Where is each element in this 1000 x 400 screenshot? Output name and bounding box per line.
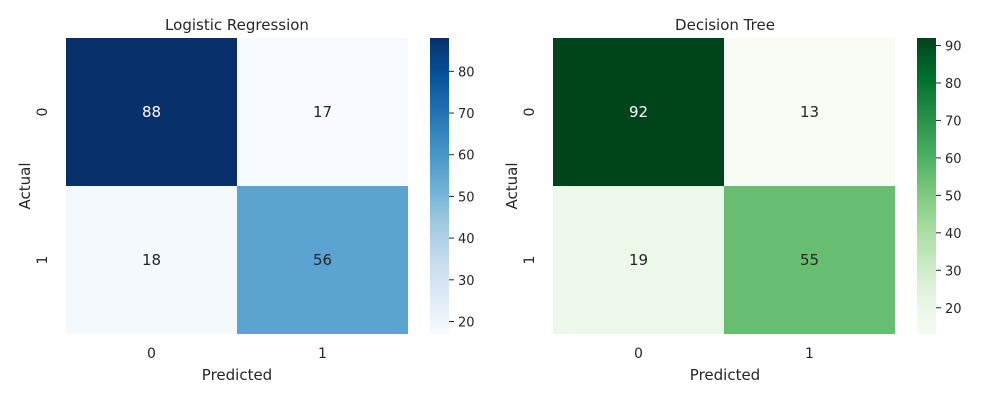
colorbar-tick-label: 60 <box>945 152 962 167</box>
colorbar-tick-label: 50 <box>945 189 962 204</box>
heatmap-cells: 88 17 18 56 <box>66 38 408 334</box>
y-tick-label: 0 <box>522 108 538 117</box>
colorbar-tick-label: 30 <box>458 274 475 289</box>
cell-value-label: 92 <box>629 103 648 121</box>
y-axis-label: Actual <box>16 163 34 210</box>
colorbar-tick-label: 70 <box>945 114 962 129</box>
cell-value-label: 55 <box>800 251 819 269</box>
x-tick-label: 1 <box>805 346 814 362</box>
y-tick-label: 0 <box>35 108 51 117</box>
chart-title: Decision Tree <box>675 16 775 34</box>
colorbar-tick-label: 40 <box>458 232 475 247</box>
heatmap-cell <box>553 186 724 334</box>
colorbar-tick-label: 20 <box>458 315 475 330</box>
heatmap-cells: 92 13 19 55 <box>553 38 895 334</box>
x-tick-label: 0 <box>147 346 156 362</box>
colorbar-ticks: 20 30 40 50 60 70 80 <box>449 65 475 330</box>
y-tick-label: 1 <box>35 256 51 265</box>
cell-value-label: 19 <box>629 251 648 269</box>
colorbar-tick-label: 50 <box>458 190 475 205</box>
colorbar <box>430 38 449 334</box>
y-axis-label: Actual <box>503 163 521 210</box>
x-axis-label: Predicted <box>690 366 760 384</box>
chart-title: Logistic Regression <box>165 16 309 34</box>
heatmap-cell <box>66 38 237 186</box>
cell-value-label: 18 <box>142 251 161 269</box>
colorbar-tick-label: 30 <box>945 264 962 279</box>
cell-value-label: 56 <box>313 251 332 269</box>
heatmap-cell <box>237 186 408 334</box>
cell-value-label: 17 <box>313 103 332 121</box>
colorbar-tick-label: 80 <box>458 65 475 80</box>
colorbar-tick-label: 40 <box>945 227 962 242</box>
y-tick-label: 1 <box>522 256 538 265</box>
y-tick-labels: 01 <box>35 108 51 265</box>
heatmap-cell <box>66 186 237 334</box>
x-tick-label: 0 <box>634 346 643 362</box>
colorbar-tick-label: 90 <box>945 39 962 54</box>
colorbar <box>917 38 936 334</box>
colorbar-tick-label: 70 <box>458 107 475 122</box>
x-tick-label: 1 <box>318 346 327 362</box>
colorbar-tick-label: 60 <box>458 149 475 164</box>
heatmap-cell <box>724 186 895 334</box>
cell-value-label: 13 <box>800 103 819 121</box>
colorbar-ticks: 20 30 40 50 60 70 80 90 <box>936 39 962 317</box>
colorbar-tick-label: 80 <box>945 77 962 92</box>
heatmap-cell <box>553 38 724 186</box>
colorbar-tick-label: 20 <box>945 302 962 317</box>
x-axis-label: Predicted <box>202 366 272 384</box>
y-tick-labels: 01 <box>522 108 538 265</box>
cell-value-label: 88 <box>142 103 161 121</box>
heatmap-cell <box>237 38 408 186</box>
heatmap-cell <box>724 38 895 186</box>
